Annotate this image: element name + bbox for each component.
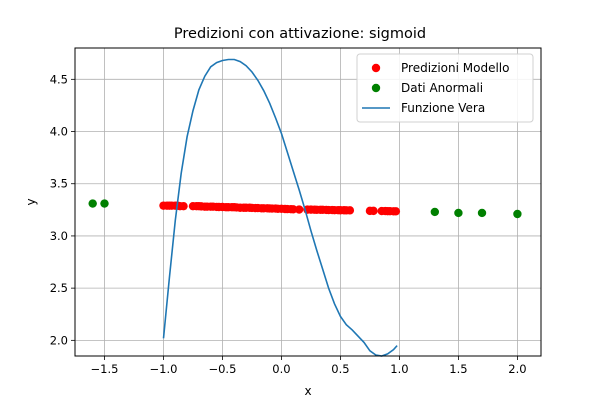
- plot-frame: [74, 47, 542, 357]
- x-axis-label: x: [304, 384, 311, 398]
- legend-items: Predizioni Modello Dati Anormali Funzione …: [362, 61, 509, 115]
- series-line: [162, 58, 398, 357]
- x-tick-label: 2.0: [508, 362, 526, 376]
- data-point: [289, 205, 298, 214]
- data-point: [88, 199, 97, 208]
- data-point: [477, 208, 487, 218]
- legend-marker: [371, 83, 381, 93]
- x-tick-label: −1.0: [150, 362, 178, 376]
- y-axis-ticks: 2.0 2.5 3.0 3.5 4.0 4.5: [50, 72, 75, 347]
- series-1: [88, 199, 522, 219]
- y-tick-label: 4.5: [50, 72, 68, 86]
- data-point: [430, 207, 440, 217]
- x-tick-label: 0.0: [272, 362, 290, 376]
- legend-label: Funzione Vera: [401, 101, 485, 115]
- x-tick-label: −0.5: [208, 362, 236, 376]
- y-tick-label: 2.5: [50, 281, 68, 295]
- legend-box: [356, 53, 534, 123]
- y-axis-label: y: [24, 198, 38, 205]
- y-tick-label: 3.0: [50, 229, 68, 243]
- y-tick-label: 3.5: [50, 177, 68, 191]
- data-point: [513, 209, 522, 219]
- legend: Predizioni Modello Dati Anormali Funzione …: [356, 53, 534, 123]
- series-2: [162, 58, 398, 357]
- data-point: [100, 199, 109, 208]
- legend-label: Dati Anormali: [401, 81, 483, 95]
- y-tick-label: 4.0: [50, 125, 68, 139]
- series-0: [159, 201, 401, 216]
- x-tick-label: −1.5: [91, 362, 119, 376]
- x-tick-label: 1.0: [390, 362, 408, 376]
- data-point: [454, 208, 463, 218]
- series-layer: [88, 58, 522, 357]
- legend-marker: [371, 63, 381, 73]
- data-point: [391, 207, 401, 216]
- x-tick-label: 0.5: [331, 362, 349, 376]
- y-tick-label: 2.0: [50, 333, 68, 347]
- data-point: [345, 206, 355, 215]
- x-tick-label: 1.5: [449, 362, 467, 376]
- legend-label: Predizioni Modello: [401, 61, 509, 75]
- data-point: [369, 206, 378, 216]
- data-point: [294, 205, 304, 214]
- chart-title: Predizioni con attivazione: sigmoid: [174, 26, 426, 42]
- x-axis-ticks: −1.5 −1.0 −0.5 0.0 0.5 1.0 1.5 2.0: [91, 356, 527, 376]
- data-point: [179, 201, 188, 211]
